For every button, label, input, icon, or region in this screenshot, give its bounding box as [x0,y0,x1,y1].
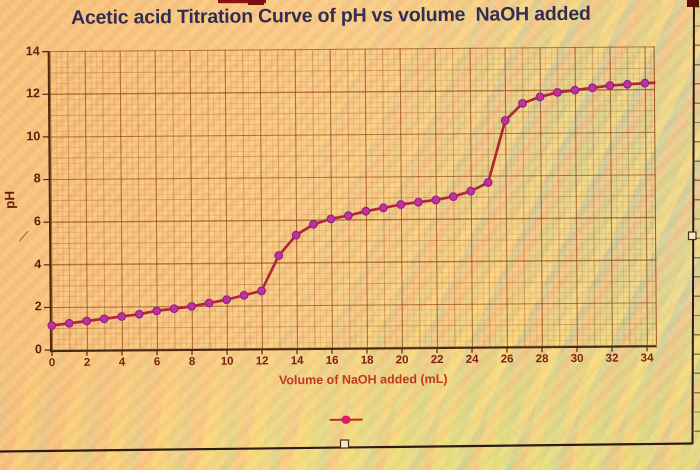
chart-resize-handle-bottom[interactable] [339,439,350,449]
data-point-marker [82,316,92,326]
data-point-marker [448,192,458,202]
data-point-marker [413,197,423,207]
data-point-marker [239,290,249,300]
data-point-marker [640,78,650,88]
data-point-marker [588,83,597,93]
data-point-marker [152,306,162,316]
data-point-marker [466,186,476,196]
data-point-marker [47,321,57,330]
stray-pen-mark [18,230,29,242]
data-point-marker [309,219,318,229]
data-point-marker [396,200,406,209]
data-point-marker [361,206,371,216]
data-point-marker [204,298,214,308]
chart-right-border [691,1,695,445]
data-point-marker [535,92,545,102]
data-point-marker [222,295,231,305]
data-point-marker [500,116,510,125]
data-point-marker [518,98,527,108]
data-point-marker [326,214,336,224]
data-point-marker [570,85,580,95]
data-point-marker [64,318,74,328]
data-point-marker [378,203,388,213]
data-point-marker [344,211,353,220]
top-right-corner-mark [687,0,699,7]
top-edge-red-streak-thick [248,0,264,5]
data-point-marker [623,79,632,89]
data-point-marker [257,286,266,296]
data-point-marker [431,195,441,205]
data-point-marker [117,312,127,321]
chart-resize-handle-right[interactable] [687,231,697,241]
data-point-marker [483,178,493,187]
data-point-marker [134,309,144,319]
data-point-marker [169,304,179,314]
data-point-marker [605,81,615,90]
data-point-marker [187,301,197,311]
top-edge-red-streak [218,0,266,4]
data-point-marker [553,87,562,97]
data-point-marker [274,251,284,260]
data-point-marker [291,230,301,240]
data-point-marker [99,314,109,324]
